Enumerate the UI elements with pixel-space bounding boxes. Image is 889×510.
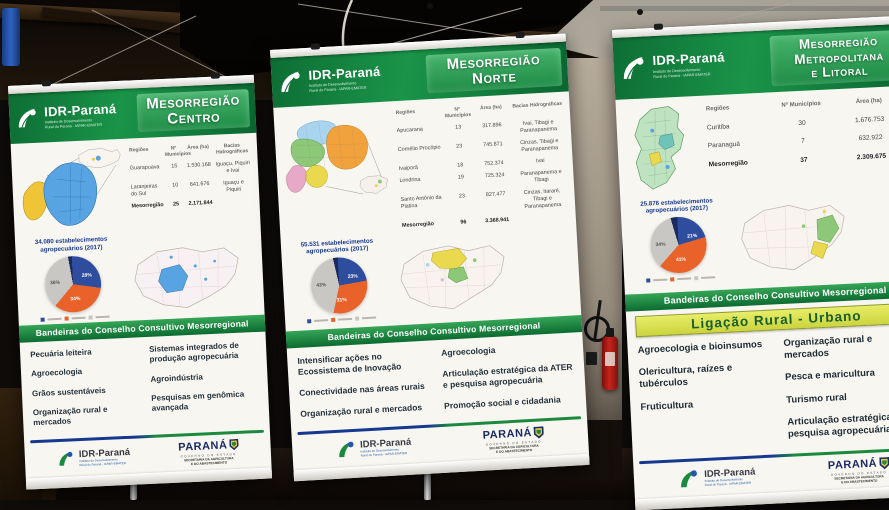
state-map-metro	[741, 204, 845, 270]
parana-gov-logo: PARANÁ GOVERNO DO ESTADO SECRETARIA DA A…	[482, 426, 545, 454]
parana-gov-logo: PARANÁ GOVERNO DO ESTADO SECRETARIA DA A…	[828, 456, 889, 485]
flags-list: Agroecologia e bioinsumos Olericultura, …	[627, 323, 889, 462]
state-map-norte	[400, 244, 505, 309]
flag-item: Conectividade nas áreas rurais	[298, 380, 425, 398]
flag-item: Organização rural e mercados	[783, 333, 873, 362]
hanging-clip	[42, 80, 52, 87]
idr-parana-logo: IDR-Paraná Instituto de Desenvolvimento …	[15, 94, 133, 138]
extinguisher-bracket	[586, 352, 597, 365]
idr-parana-footer-logo: IDR-Paraná Instituto de Desenvolvimento R…	[678, 465, 756, 491]
establishments-stat: 25.876 estabelecimentos agropecuários (2…	[640, 197, 713, 216]
pie-legend	[645, 276, 715, 283]
banner-mesorregiao-norte: IDR-Paraná Instituto de Desenvolvimento …	[270, 31, 590, 482]
idr-logo-icon	[281, 71, 300, 93]
state-map-centro	[134, 247, 239, 309]
region-map-metro	[634, 105, 684, 190]
idr-parana-logo: IDR-Paraná Instituto de Desenvolvimento …	[619, 37, 766, 94]
region-map-centro	[22, 148, 121, 227]
pie-chart: 28% 34% 36%	[43, 254, 103, 314]
flag-item: Pesca e maricultura	[784, 367, 876, 384]
parana-shield-icon	[229, 439, 239, 451]
region-table: Regiões Nº Municípios Área (ha) Curitiba…	[705, 97, 887, 169]
table-cell: Laranjeiras do Sul	[130, 183, 158, 198]
hanging-clip	[311, 43, 321, 50]
establishments-stat: 55.531 estabelecimentos agropecuários (2…	[300, 237, 374, 256]
flag-item: Agroecologia	[30, 367, 83, 379]
hanging-clip	[653, 23, 664, 30]
flag-item: Promoção social e cidadania	[443, 394, 561, 411]
flag-item: Agroecologia	[440, 344, 496, 358]
flags-list: Pecuária leiteira Agroecologia Grãos sus…	[20, 331, 270, 440]
banner-body: Regiões Nº Municípios Área (ha) Bacias H…	[11, 133, 265, 325]
idr-logo-icon	[623, 56, 644, 79]
idr-logo-icon	[59, 452, 73, 467]
flag-item: Fruticultura	[640, 399, 694, 413]
banner-title-line3: e Litoral	[810, 62, 869, 81]
state-callout-map	[78, 148, 121, 169]
banner-footer: IDR-Paraná Instituto de Desenvolvimento R…	[24, 429, 271, 478]
brand-subtitle: Instituto de Desenvolvimento Rural do Pa…	[44, 118, 103, 130]
idr-parana-footer-logo: IDR-Paraná Instituto de Desenvolvimento R…	[57, 447, 131, 469]
banner-title: Mesorregião Centro	[136, 89, 251, 133]
flag-item: Articulação estratégica da ATER e pesqui…	[442, 361, 573, 390]
idr-logo-icon	[681, 470, 698, 488]
hanging-clip	[210, 72, 220, 79]
banner-mesorregiao-centro: IDR-Paraná Instituto de Desenvolvimento …	[8, 72, 273, 490]
flag-item: Organização rural e mercados	[300, 401, 423, 419]
flag-item: Pesquisas em genômica avançada	[151, 389, 245, 414]
parana-gov-logo: PARANÁ GOVERNO DO ESTADO SECRETARIA DA A…	[177, 439, 239, 466]
banner-footer: IDR-Paraná Instituto de Desenvolvimento R…	[633, 446, 889, 500]
banner-header: IDR-Paraná Instituto de Desenvolvimento …	[270, 41, 569, 109]
extinguisher-valve	[606, 328, 614, 337]
banner-header: IDR-Paraná Instituto de Desenvolvimento …	[8, 82, 257, 145]
banner-title: Mesorregião Norte	[425, 47, 563, 94]
banner-header: IDR-Paraná Instituto de Desenvolvimento …	[612, 23, 889, 100]
flag-item: Agroindústria	[150, 372, 204, 384]
idr-parana-logo: IDR-Paraná Instituto de Desenvolvimento …	[277, 56, 422, 102]
pie-legend	[40, 315, 110, 322]
flag-item: Pecuária leiteira	[30, 347, 92, 360]
table-cell: Mesorregião	[131, 202, 164, 210]
flag-item: Turismo rural	[786, 391, 848, 406]
idr-parana-footer-logo: IDR-Paraná Instituto de Desenvolvimento R…	[336, 436, 412, 460]
region-table: Regiões Nº Municípios Área (ha) Bacias H…	[395, 100, 563, 229]
flags-list: Intensificar ações no Ecossistema de Ino…	[287, 332, 587, 433]
flag-item: Agroecologia e bioinsumos	[637, 338, 763, 356]
banner-footer: IDR-Paraná Instituto de Desenvolvimento R…	[291, 415, 589, 470]
flag-item: Sistemas integrados de produção agropecu…	[148, 340, 240, 365]
parana-shield-icon	[878, 456, 889, 470]
metal-rail	[600, 6, 889, 11]
idr-logo-icon	[18, 108, 36, 128]
banner-title: Mesorregião Metropolitana e Litoral	[769, 29, 889, 87]
pie-chart: 23% 31% 43%	[309, 256, 369, 316]
establishments-stat: 34.080 estabelecimentos agropecuários (2…	[34, 236, 108, 254]
state-callout-map	[359, 175, 388, 194]
banner-mesorregiao-metropolitana: IDR-Paraná Instituto de Desenvolvimento …	[612, 15, 889, 510]
hanging-clip	[514, 31, 525, 39]
idr-logo-icon	[339, 441, 354, 458]
pie-legend	[306, 316, 376, 324]
flag-item: Intensificar ações no Ecossistema de Ino…	[297, 350, 402, 377]
region-table: Regiões Nº Municípios Área (ha) Bacias H…	[125, 138, 254, 213]
banner-body: Regiões Nº Municípios Área (ha) Curitiba…	[615, 85, 889, 294]
parana-shield-icon	[533, 426, 544, 439]
flag-item: Articulação estratégica e pesquisa agrop…	[787, 411, 889, 441]
region-map-norte	[286, 121, 388, 195]
brand-subtitle: Instituto de Desenvolvimento Rural do Pa…	[652, 67, 711, 79]
extinguisher-label	[605, 352, 615, 366]
flag-item: Organização rural e mercados	[32, 404, 108, 428]
banner-title-line2: Norte	[471, 68, 517, 88]
banner-body: Regiões Nº Municípios Área (ha) Bacias H…	[273, 92, 581, 331]
banner-stand-pole	[424, 452, 431, 500]
flag-item: Olericultura, raízes e tubérculos	[638, 362, 733, 391]
table-cell: Guarapuava	[129, 164, 160, 172]
flag-item: Grãos sustentáveis	[31, 385, 106, 398]
banner-title-line2: Centro	[166, 108, 221, 128]
pie-chart: 21% 41% 34%	[649, 215, 708, 275]
blue-object	[2, 8, 20, 66]
